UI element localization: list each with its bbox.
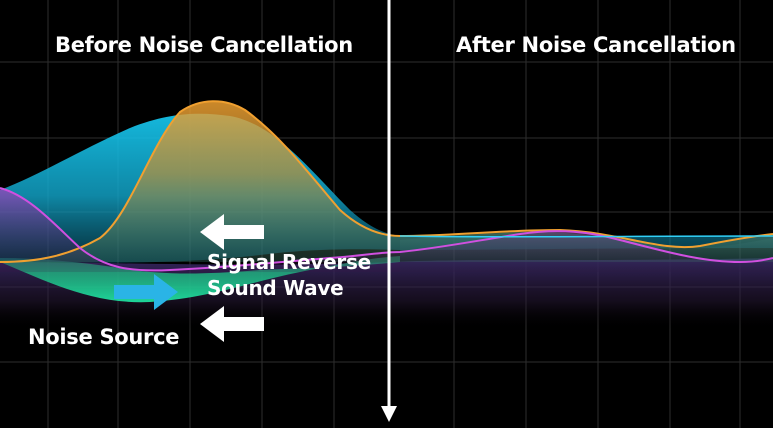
signal-reverse-label: Signal Reverse Sound Wave	[207, 249, 371, 301]
left-arrow-icon	[200, 306, 264, 342]
signal-reverse-line1: Signal Reverse	[207, 250, 371, 274]
magenta-wave	[0, 188, 773, 272]
left-arrow-icon	[200, 214, 264, 250]
before-title: Before Noise Cancellation	[55, 33, 353, 57]
right-arrow-icon	[114, 274, 178, 310]
down-arrow-icon	[381, 0, 397, 422]
cyan-wave-line	[399, 235, 773, 238]
noise-source-label: Noise Source	[28, 325, 180, 349]
orange-wave-line	[0, 100, 773, 263]
magenta-wave-line	[0, 187, 773, 272]
after-title: After Noise Cancellation	[456, 33, 736, 57]
orange-wave	[0, 101, 773, 262]
signal-reverse-line2: Sound Wave	[207, 276, 344, 300]
